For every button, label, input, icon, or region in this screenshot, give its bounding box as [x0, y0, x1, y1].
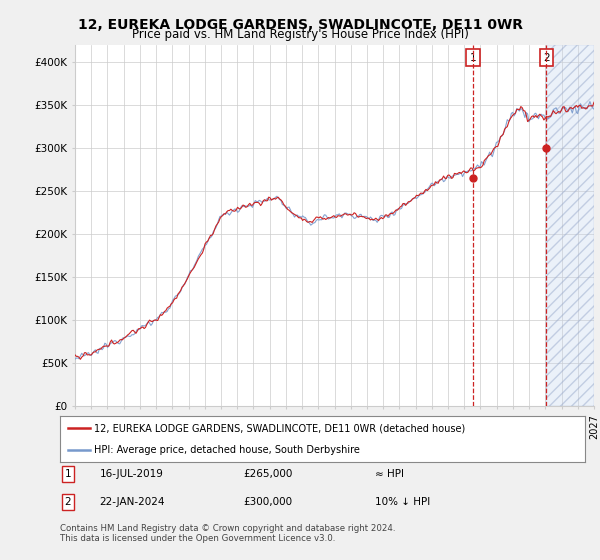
Bar: [547, 45, 594, 406]
Text: ≈ HPI: ≈ HPI: [375, 469, 404, 479]
Text: 12, EUREKA LODGE GARDENS, SWADLINCOTE, DE11 0WR: 12, EUREKA LODGE GARDENS, SWADLINCOTE, D…: [77, 18, 523, 32]
Text: 16-JUL-2019: 16-JUL-2019: [100, 469, 163, 479]
Text: £300,000: £300,000: [244, 497, 293, 507]
Text: £265,000: £265,000: [244, 469, 293, 479]
Text: 2: 2: [65, 497, 71, 507]
Text: 1: 1: [65, 469, 71, 479]
Text: 1: 1: [470, 53, 476, 63]
Bar: [547, 45, 594, 406]
Text: Contains HM Land Registry data © Crown copyright and database right 2024.
This d: Contains HM Land Registry data © Crown c…: [60, 524, 395, 543]
Text: 10% ↓ HPI: 10% ↓ HPI: [375, 497, 430, 507]
Text: 22-JAN-2024: 22-JAN-2024: [100, 497, 165, 507]
Text: 2: 2: [543, 53, 550, 63]
Text: Price paid vs. HM Land Registry's House Price Index (HPI): Price paid vs. HM Land Registry's House …: [131, 28, 469, 41]
Text: HPI: Average price, detached house, South Derbyshire: HPI: Average price, detached house, Sout…: [94, 445, 360, 455]
Text: 12, EUREKA LODGE GARDENS, SWADLINCOTE, DE11 0WR (detached house): 12, EUREKA LODGE GARDENS, SWADLINCOTE, D…: [94, 423, 466, 433]
